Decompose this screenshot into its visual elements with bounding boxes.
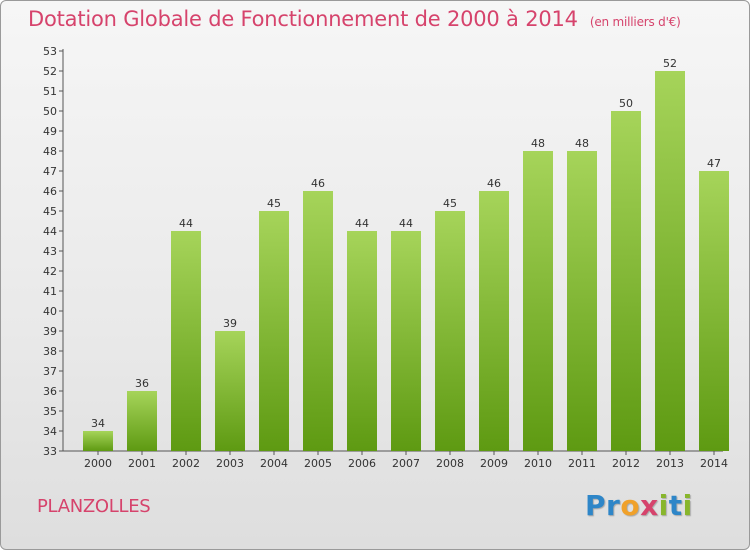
bar-value-label: 45 — [443, 197, 457, 210]
x-tick-label: 2002 — [172, 457, 200, 470]
y-tick-label: 42 — [43, 265, 57, 278]
x-tick-label: 2009 — [480, 457, 508, 470]
bar-value-label: 44 — [355, 217, 369, 230]
chart-title: Dotation Globale de Fonctionnement de 20… — [28, 7, 681, 31]
bar-value-label: 45 — [267, 197, 281, 210]
y-tick-label: 46 — [43, 185, 57, 198]
y-tick-label: 33 — [43, 445, 57, 458]
x-tick-label: 2011 — [568, 457, 596, 470]
bar-value-label: 50 — [619, 97, 633, 110]
bar — [435, 211, 465, 451]
y-tick-label: 51 — [43, 85, 57, 98]
brand-logo: Proxiti — [585, 489, 693, 522]
brand-letter: x — [640, 489, 659, 522]
bar — [611, 111, 641, 451]
x-tick-label: 2012 — [612, 457, 640, 470]
y-tick-label: 40 — [43, 305, 57, 318]
x-tick-label: 2005 — [304, 457, 332, 470]
y-tick-label: 48 — [43, 145, 57, 158]
bar-value-label: 44 — [399, 217, 413, 230]
x-tick-label: 2010 — [524, 457, 552, 470]
brand-letter: o — [620, 489, 641, 522]
bar-value-label: 44 — [179, 217, 193, 230]
bar — [83, 431, 113, 451]
y-tick-label: 34 — [43, 425, 57, 438]
bar — [391, 231, 421, 451]
bar-value-label: 52 — [663, 57, 677, 70]
x-tick-label: 2013 — [656, 457, 684, 470]
bar-value-label: 48 — [575, 137, 589, 150]
brand-letter: i — [682, 489, 693, 522]
bar — [259, 211, 289, 451]
y-tick-label: 52 — [43, 65, 57, 78]
bar — [699, 171, 729, 451]
bar — [479, 191, 509, 451]
y-tick-label: 45 — [43, 205, 57, 218]
y-tick-label: 36 — [43, 385, 57, 398]
bar-value-label: 46 — [311, 177, 325, 190]
bar — [215, 331, 245, 451]
bar — [567, 151, 597, 451]
brand-letter: t — [668, 489, 683, 522]
commune-name: PLANZOLLES — [37, 496, 151, 517]
bar-value-label: 48 — [531, 137, 545, 150]
x-tick-label: 2003 — [216, 457, 244, 470]
bar — [347, 231, 377, 451]
bar — [303, 191, 333, 451]
y-tick-label: 44 — [43, 225, 57, 238]
y-tick-label: 41 — [43, 285, 57, 298]
x-tick-label: 2000 — [84, 457, 112, 470]
brand-letter: i — [658, 489, 669, 522]
bar — [655, 71, 685, 451]
x-tick-label: 2007 — [392, 457, 420, 470]
x-tick-label: 2004 — [260, 457, 288, 470]
y-tick-label: 38 — [43, 345, 57, 358]
bar — [127, 391, 157, 451]
bar-value-label: 46 — [487, 177, 501, 190]
brand-letter: r — [606, 489, 621, 522]
bar-value-label: 39 — [223, 317, 237, 330]
x-tick-label: 2001 — [128, 457, 156, 470]
y-tick-label: 53 — [43, 45, 57, 58]
bar-value-label: 47 — [707, 157, 721, 170]
bar-value-label: 36 — [135, 377, 149, 390]
x-tick-label: 2014 — [700, 457, 728, 470]
chart-subtitle: (en milliers d'€) — [589, 15, 681, 29]
bar — [171, 231, 201, 451]
bar-value-label: 34 — [91, 417, 105, 430]
y-tick-label: 35 — [43, 405, 57, 418]
y-tick-label: 37 — [43, 365, 57, 378]
y-tick-label: 43 — [43, 245, 57, 258]
x-tick-label: 2008 — [436, 457, 464, 470]
brand-letter: P — [585, 489, 607, 522]
y-tick-label: 49 — [43, 125, 57, 138]
y-tick-label: 47 — [43, 165, 57, 178]
x-tick-label: 2006 — [348, 457, 376, 470]
chart-title-text: Dotation Globale de Fonctionnement de 20… — [28, 7, 578, 31]
bar — [523, 151, 553, 451]
y-tick-label: 39 — [43, 325, 57, 338]
y-tick-label: 50 — [43, 105, 57, 118]
